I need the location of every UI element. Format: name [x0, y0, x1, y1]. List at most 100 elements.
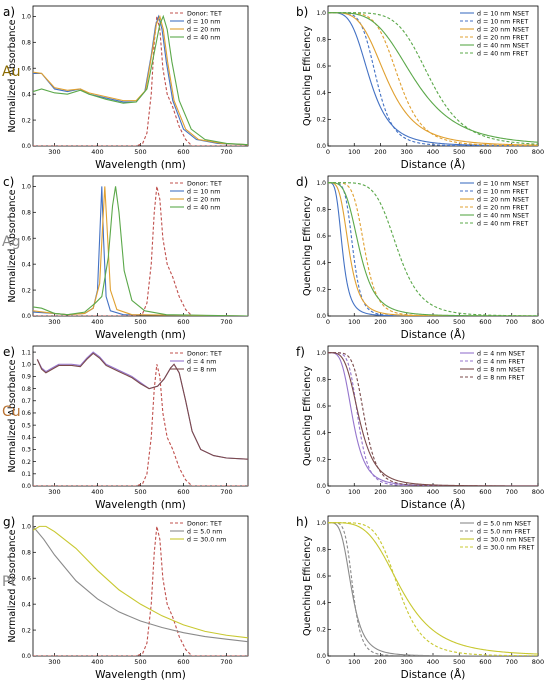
legend-entry: d = 10 nm [187, 188, 220, 195]
legend-entry: d = 20 nm [187, 26, 220, 33]
panel-label: g) [3, 515, 15, 529]
x-tick-label: 300 [48, 488, 60, 496]
legend-entry: d = 5.0 nm NSET [477, 520, 531, 527]
x-tick-label: 400 [91, 488, 103, 496]
series-line-1 [33, 526, 248, 643]
series-line-3 [33, 186, 248, 316]
series-line-3 [328, 182, 538, 316]
legend-entry: d = 4 nm NSET [477, 350, 525, 357]
chart-panel-b: 0 100 200 300 400 500 600 700 800 0.0 0.2 0.4 0.6 0.8… [296, 5, 544, 171]
y-tick-label: 1.0 [316, 350, 326, 357]
x-tick-label: 300 [48, 148, 60, 156]
y-tick-label: 0.1 [21, 471, 31, 478]
plot-area [33, 351, 248, 486]
chart-panel-f: 0 100 200 300 400 500 600 700 800 0.0 0.2 0.4 0.6 0.8… [296, 345, 544, 511]
legend-entry: Donor: TET [187, 10, 222, 17]
legend-entry: d = 4 nm [187, 358, 216, 365]
panel-label: c) [3, 175, 14, 189]
legend-entry: d = 40 nm FRET [477, 50, 528, 57]
y-axis-label: Quenching Efficiency [302, 196, 313, 296]
chart-panel-e: 300 400 500 600 700 0.0 0.1 0.2 0.3 0.4 0.5 0.6 0.7 0… [3, 345, 249, 511]
x-axis-label: Wavelength (nm) [95, 669, 186, 681]
y-tick-label: 0.6 [21, 235, 31, 242]
panel-label: e) [3, 345, 15, 359]
series-line-0 [33, 364, 248, 486]
series-line-1 [328, 12, 538, 146]
x-tick-label: 600 [479, 488, 491, 496]
y-tick-label: 0.8 [21, 209, 31, 216]
y-tick-label: 0.0 [316, 313, 326, 320]
y-tick-label: 0.8 [316, 547, 326, 554]
series-line-2 [33, 525, 248, 639]
series-line-0 [33, 526, 248, 656]
x-tick-label: 400 [91, 148, 103, 156]
y-tick-label: 1.0 [316, 180, 326, 187]
x-tick-label: 300 [48, 318, 60, 326]
y-tick-label: 0.2 [316, 457, 326, 464]
x-tick-label: 400 [427, 658, 439, 666]
x-tick-label: 400 [427, 488, 439, 496]
legend-entry: d = 40 nm FRET [477, 220, 528, 227]
y-tick-label: 0.2 [316, 287, 326, 294]
x-axis-label: Wavelength (nm) [95, 499, 186, 511]
legend-entry: d = 10 nm NSET [477, 10, 529, 17]
y-tick-label: 1.0 [21, 14, 31, 21]
series-line-0 [33, 186, 248, 316]
x-tick-label: 300 [401, 658, 413, 666]
y-tick-label: 1.1 [21, 349, 31, 356]
legend-entry: d = 20 nm NSET [477, 196, 529, 203]
x-tick-label: 700 [506, 318, 518, 326]
legend-entry: d = 5.0 nm [187, 528, 222, 535]
legend-entry: d = 5.0 nm FRET [477, 528, 530, 535]
y-tick-label: 1.0 [21, 524, 31, 531]
x-axis-label: Distance (Å) [401, 158, 466, 171]
x-tick-label: 300 [48, 658, 60, 666]
plot-area [328, 522, 538, 656]
x-tick-label: 600 [479, 148, 491, 156]
x-tick-label: 500 [453, 488, 465, 496]
y-tick-label: 0.6 [316, 403, 326, 410]
chart-panel-g: 300 400 500 600 700 0.0 0.2 0.4 0.6 0.8 1.0 Wavelen… [3, 515, 249, 681]
chart-panel-h: 0 100 200 300 400 500 600 700 800 0.0 0.2 0.4 0.6 0.8… [296, 515, 544, 681]
x-tick-label: 600 [177, 148, 189, 156]
x-tick-label: 500 [134, 488, 146, 496]
y-tick-label: 0.6 [316, 63, 326, 70]
plot-area [328, 182, 538, 316]
y-axis-label: Normalized Absorbance [7, 359, 18, 472]
legend-entry: d = 20 nm FRET [477, 34, 528, 41]
y-tick-label: 0.0 [316, 483, 326, 490]
legend-entry: d = 40 nm [187, 204, 220, 211]
series-line-4 [328, 12, 538, 143]
y-tick-label: 0.4 [21, 261, 31, 268]
x-tick-label: 0 [326, 488, 330, 496]
panel-label: f) [296, 345, 305, 359]
y-tick-label: 0.2 [316, 627, 326, 634]
y-tick-label: 0.0 [21, 483, 31, 490]
y-tick-label: 0.6 [21, 575, 31, 582]
y-tick-label: 0.8 [21, 386, 31, 393]
series-line-2 [328, 352, 538, 486]
x-tick-label: 800 [532, 318, 544, 326]
y-axis-label: Normalized Absorbance [7, 189, 18, 302]
legend-entry: Donor: TET [187, 520, 222, 527]
x-tick-label: 700 [220, 318, 232, 326]
y-tick-label: 0.4 [21, 435, 31, 442]
x-tick-label: 200 [374, 658, 386, 666]
y-tick-label: 1.0 [316, 520, 326, 527]
y-tick-label: 0.0 [316, 653, 326, 660]
y-tick-label: 0.0 [21, 653, 31, 660]
x-axis-label: Distance (Å) [401, 668, 466, 681]
y-tick-label: 0.8 [21, 39, 31, 46]
x-tick-label: 500 [134, 658, 146, 666]
x-axis-label: Wavelength (nm) [95, 159, 186, 171]
y-tick-label: 0.8 [316, 207, 326, 214]
x-tick-label: 400 [91, 658, 103, 666]
x-tick-label: 300 [401, 488, 413, 496]
panel-label: h) [296, 515, 308, 529]
x-tick-label: 0 [326, 318, 330, 326]
